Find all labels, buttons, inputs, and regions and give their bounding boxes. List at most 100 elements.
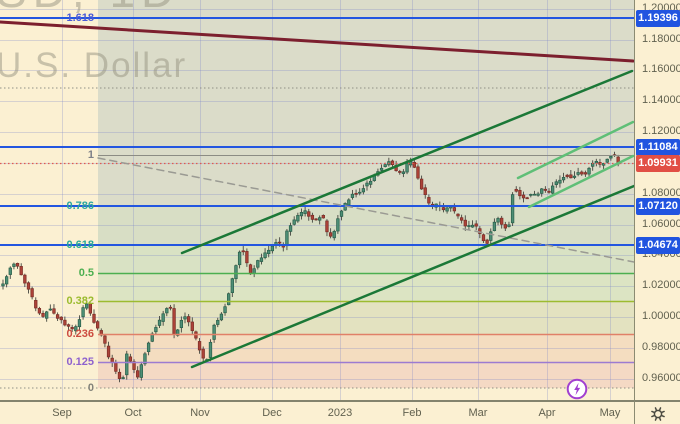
fib-band <box>98 206 634 245</box>
chart-canvas[interactable] <box>0 0 634 400</box>
candle-body <box>168 306 173 309</box>
candle-body <box>292 219 296 225</box>
lightning-bolt-button[interactable] <box>566 378 588 400</box>
candle-body <box>532 193 537 196</box>
candle-body <box>248 264 253 275</box>
candle-body <box>45 311 49 319</box>
time-tick-Mar: Mar <box>468 407 488 419</box>
candle-body <box>510 194 515 224</box>
candle-body <box>30 288 34 298</box>
candle-body <box>227 293 231 306</box>
price-tick-1.16000: 1.16000 <box>642 63 680 76</box>
price-badge-1.19396: 1.19396 <box>636 9 680 27</box>
candle-body <box>241 250 245 253</box>
gear-tooth <box>659 407 662 411</box>
candle-body <box>154 327 158 333</box>
candle-body <box>427 197 431 204</box>
candle-body <box>179 319 184 328</box>
candle-body <box>529 194 533 196</box>
time-tick-Sep: Sep <box>52 407 72 419</box>
candle-body <box>223 306 227 314</box>
time-tick-Dec: Dec <box>262 407 282 419</box>
candle-body <box>605 158 609 163</box>
candle-body <box>489 231 493 241</box>
candle-body <box>190 321 194 332</box>
current-price-badge: 1.09931 <box>636 154 680 172</box>
price-tick-1.18000: 1.18000 <box>642 32 680 45</box>
candle-body <box>368 180 373 185</box>
candle-body <box>26 282 31 290</box>
candlestick-series[interactable] <box>1 151 620 383</box>
candle-body <box>514 188 518 192</box>
price-tick-1.14000: 1.14000 <box>642 94 680 107</box>
candle-body <box>540 188 544 194</box>
time-tick-May: May <box>599 407 621 419</box>
candle-body <box>609 156 613 159</box>
candle-body <box>379 167 384 171</box>
candle-body <box>296 215 300 222</box>
candle-body <box>347 199 351 206</box>
candle-body <box>59 316 63 321</box>
time-axis[interactable]: Sep Oct Nov Dec 2023 Feb Mar Apr May <box>0 400 634 424</box>
candle-body <box>452 207 457 212</box>
candle-body <box>310 214 315 220</box>
candle-body <box>48 308 52 311</box>
candle-body <box>1 283 5 287</box>
candle-body <box>390 160 395 166</box>
candle-body <box>103 335 107 344</box>
candle-body <box>41 312 45 317</box>
fib-band <box>98 245 634 273</box>
fib-level-lines <box>98 155 634 364</box>
candle-body <box>456 213 460 217</box>
candle-body <box>23 274 27 284</box>
candle-body <box>256 260 260 268</box>
candle-body <box>285 230 289 247</box>
candle-body <box>237 251 242 266</box>
candle-body <box>186 316 191 323</box>
candle-body <box>565 174 569 177</box>
time-tick-2023: 2023 <box>327 407 353 419</box>
candle-body <box>398 171 402 173</box>
candle-body <box>117 371 122 379</box>
candle-body <box>303 210 307 214</box>
candle-body <box>543 188 548 191</box>
candle-body <box>85 303 89 309</box>
chart-plot-area[interactable]: SD, 1D U.S. Dollar 1.61810.7860.6180.50.… <box>0 0 634 400</box>
settings-gear-icon <box>651 407 665 421</box>
candle-body <box>536 193 540 196</box>
gear-tooth <box>654 407 657 411</box>
settings-button[interactable] <box>634 400 680 424</box>
candle-body <box>481 234 486 242</box>
gear-tooth <box>661 415 665 418</box>
candle-body <box>405 162 409 173</box>
candle-body <box>128 356 133 362</box>
candle-body <box>580 171 584 175</box>
candle-body <box>507 224 511 227</box>
candle-body <box>70 326 74 330</box>
candle-body <box>416 166 420 179</box>
candle-body <box>321 215 325 219</box>
gear-tooth <box>651 410 655 413</box>
candle-body <box>63 319 67 326</box>
candle-body <box>136 370 140 378</box>
candle-body <box>463 219 467 227</box>
candle-body <box>361 188 366 193</box>
candle-body <box>219 313 224 321</box>
price-tick-0.98000: 0.98000 <box>642 340 680 353</box>
candle-body <box>52 308 56 314</box>
candle-body <box>165 308 169 314</box>
price-axis[interactable]: 1.20000 1.18000 1.16000 1.14000 1.12000 1.080… <box>634 0 680 400</box>
gray-dashed-trendline <box>97 157 634 263</box>
candle-body <box>81 307 85 318</box>
price-tick-1.06000: 1.06000 <box>642 217 680 230</box>
candle-body <box>55 314 60 319</box>
candle-body <box>201 348 205 359</box>
candle-body <box>583 172 588 175</box>
candle-body <box>88 303 93 314</box>
candle-body <box>77 319 82 328</box>
lightning-bolt-icon <box>574 382 581 396</box>
candle-body <box>419 178 424 190</box>
candle-body <box>318 217 322 221</box>
candle-body <box>146 342 151 353</box>
candle-body <box>383 164 387 167</box>
